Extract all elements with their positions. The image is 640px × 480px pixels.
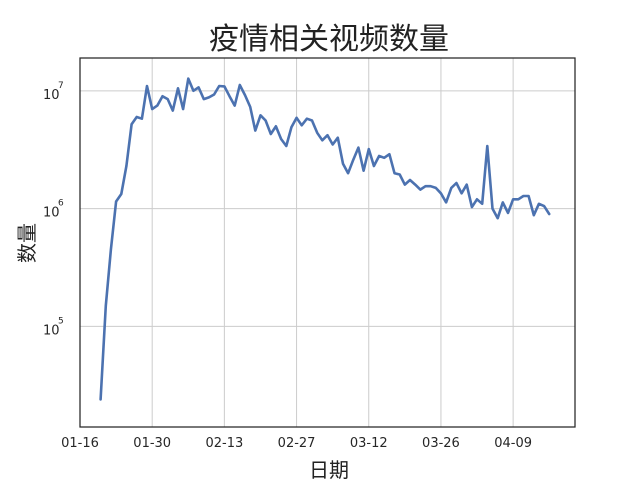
y-tick-base: 10: [43, 206, 60, 221]
x-tick-label: 03-12: [350, 436, 388, 451]
y-tick-base: 10: [43, 323, 60, 338]
x-axis-label: 日期: [309, 458, 349, 480]
y-tick-label: 105: [43, 316, 64, 338]
y-axis-label: 数量: [15, 223, 39, 263]
x-tick-label: 01-30: [133, 436, 171, 451]
y-tick-label: 106: [43, 199, 64, 221]
x-tick-label: 04-09: [494, 436, 532, 451]
x-tick-label: 02-27: [278, 436, 316, 451]
y-tick-base: 10: [43, 88, 60, 103]
x-tick-label: 03-26: [422, 436, 460, 451]
plot-frame: [79, 57, 576, 428]
x-gridlines: [79, 58, 514, 427]
series-line: [99, 77, 551, 401]
series-group: [99, 77, 551, 401]
x-tick-label: 02-13: [205, 436, 243, 451]
y-tick-label: 107: [43, 81, 64, 103]
y-tick-exponent: 7: [58, 81, 64, 91]
x-tick-label: 01-16: [61, 436, 99, 451]
x-tick-labels: 01-16 01-30 02-13 02-27 03-12 03-26 04-09: [61, 436, 532, 451]
y-tick-exponent: 6: [58, 199, 64, 209]
y-tick-exponent: 5: [58, 316, 64, 326]
chart-title: 疫情相关视频数量: [209, 22, 449, 57]
